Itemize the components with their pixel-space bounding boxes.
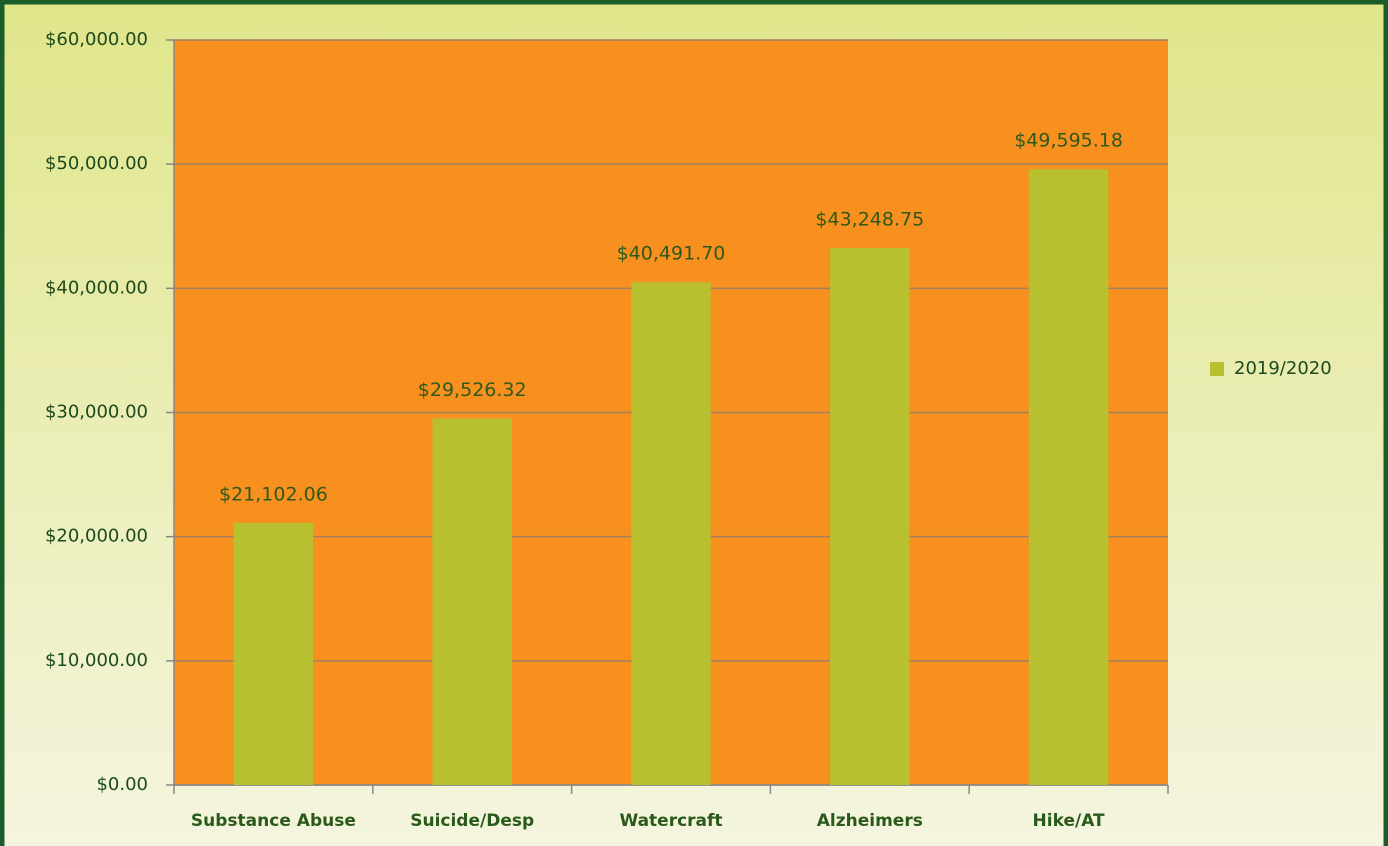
value-label: $43,248.75 [815, 208, 924, 230]
x-tick-label: Hike/AT [1033, 811, 1105, 831]
y-tick-label: $30,000.00 [45, 402, 148, 423]
x-tick-label: Watercraft [619, 811, 722, 831]
legend-label: 2019/2020 [1234, 358, 1332, 379]
y-tick-label: $60,000.00 [45, 29, 148, 50]
y-tick-label: $0.00 [96, 774, 148, 795]
x-tick-label: Substance Abuse [191, 811, 356, 831]
bar [233, 522, 314, 785]
value-label: $29,526.32 [418, 379, 527, 401]
value-label: $49,595.18 [1014, 130, 1123, 152]
y-tick-label: $40,000.00 [45, 277, 148, 298]
bar [830, 247, 910, 785]
legend-swatch [1210, 362, 1224, 376]
x-tick-label: Alzheimers [817, 811, 923, 831]
bar [631, 282, 711, 785]
value-label: $21,102.06 [219, 483, 328, 505]
bar [432, 418, 512, 785]
value-label: $40,491.70 [617, 243, 726, 265]
y-tick-label: $10,000.00 [45, 650, 148, 671]
y-tick-label: $50,000.00 [45, 153, 148, 174]
y-tick-label: $20,000.00 [45, 526, 148, 547]
bar [1028, 169, 1109, 785]
x-tick-label: Suicide/Desp [410, 811, 534, 831]
